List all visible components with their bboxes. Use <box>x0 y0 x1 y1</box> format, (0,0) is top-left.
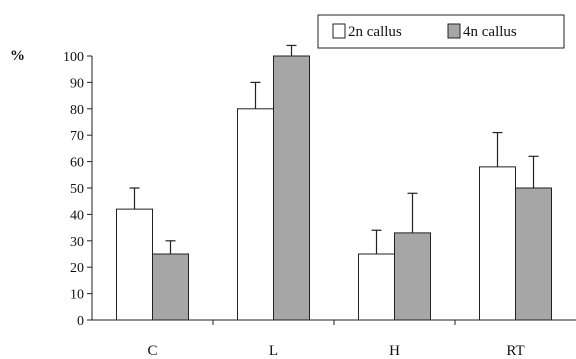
bar-4n-H <box>394 232 431 321</box>
y-tick-label: 50 <box>70 182 84 197</box>
y-tick-label: 80 <box>70 103 84 118</box>
legend-swatch-4n <box>447 23 461 39</box>
y-tick-label: 20 <box>70 261 84 276</box>
bar-4n-C <box>152 253 189 321</box>
bars <box>116 44 552 321</box>
bar-2n-H <box>358 253 395 321</box>
y-tick-label: 10 <box>70 288 84 303</box>
y-tick-label: 0 <box>77 314 84 329</box>
y-tick-label: 100 <box>63 50 84 65</box>
x-tick-label: H <box>389 343 400 359</box>
x-tick-label: C <box>147 343 157 359</box>
y-axis-label: % <box>10 48 25 64</box>
x-tick-label: L <box>269 343 278 359</box>
legend-label-4n: 4n callus <box>463 24 517 40</box>
y-tick-label: 40 <box>70 208 84 223</box>
legend-swatch-2n <box>332 23 346 39</box>
x-tick-labels: C L H RT <box>147 343 524 359</box>
bar-2n-L <box>237 108 274 321</box>
y-tick-label: 30 <box>70 235 84 250</box>
y-tick-label: 70 <box>70 129 84 144</box>
bar-2n-C <box>116 208 153 321</box>
bar-2n-RT <box>479 166 516 321</box>
y-tick-label: 90 <box>70 76 84 91</box>
legend-label-2n: 2n callus <box>348 24 402 40</box>
x-tick-label: RT <box>506 343 524 359</box>
legend-box <box>317 14 565 49</box>
legend: 2n callus 4n callus <box>317 14 565 49</box>
bar-4n-RT <box>515 187 552 321</box>
y-ticks: 0 10 20 30 40 50 60 70 80 90 100 <box>63 50 92 329</box>
bar-4n-L <box>273 55 310 321</box>
y-tick-label: 60 <box>70 156 84 171</box>
